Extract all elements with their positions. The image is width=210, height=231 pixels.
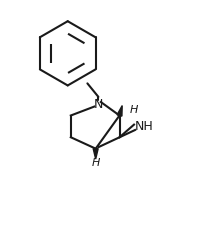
Text: N: N [94, 98, 103, 111]
Text: H: H [92, 158, 100, 168]
Text: H: H [129, 105, 138, 115]
Polygon shape [117, 106, 122, 116]
Text: NH: NH [135, 120, 154, 133]
Polygon shape [93, 149, 98, 159]
